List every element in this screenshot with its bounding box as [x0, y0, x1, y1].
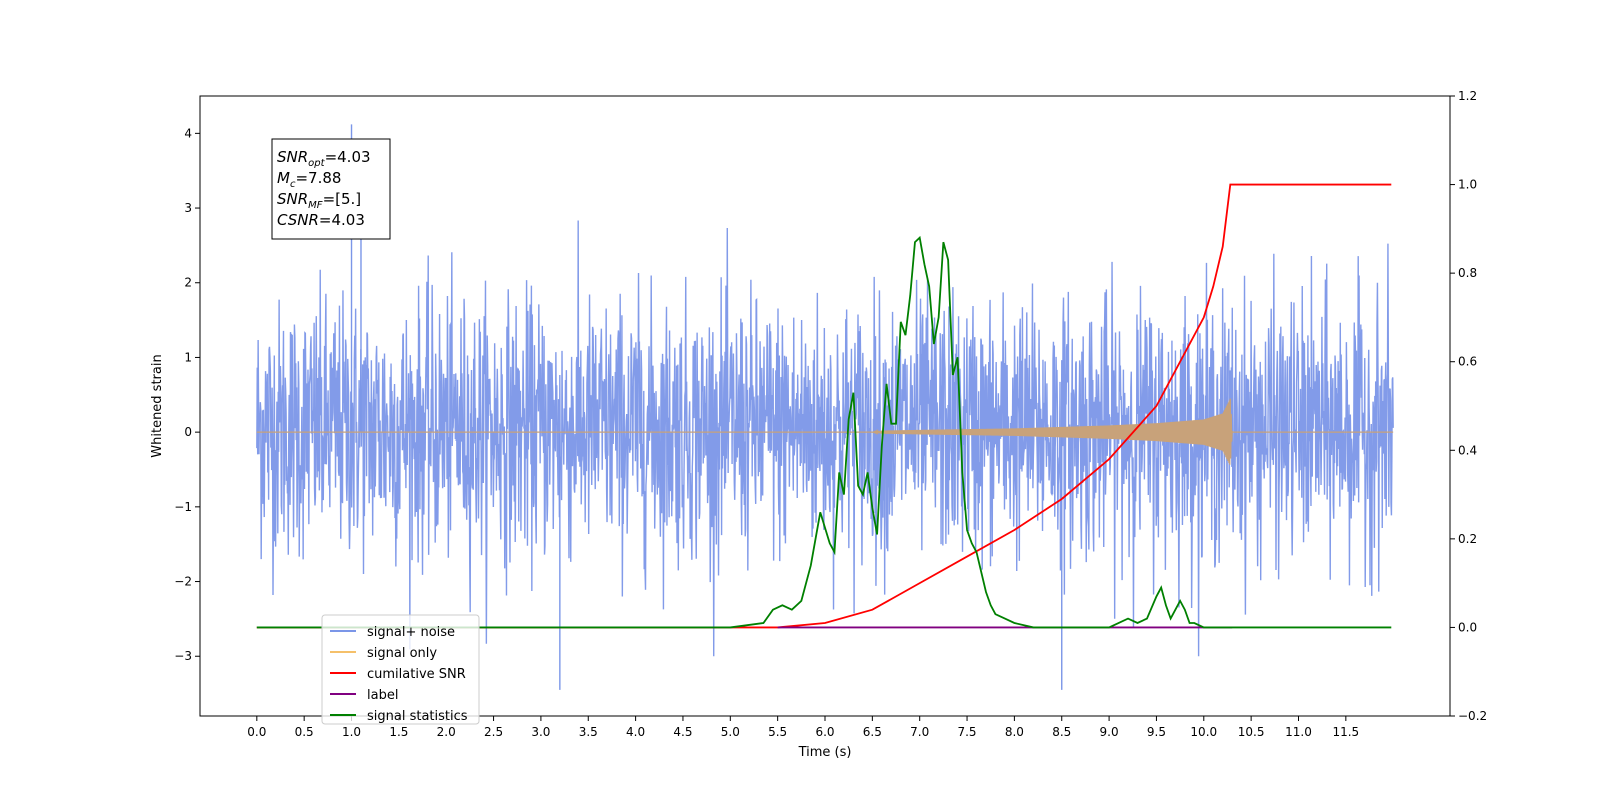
- annotation-line: SNRopt=4.03: [277, 148, 371, 169]
- y-axis-left: −3 −2 −1 0 1 2 3 4: [174, 126, 200, 663]
- x-tick-label: 0.0: [247, 725, 266, 739]
- y2-tick-label: 1.2: [1458, 89, 1477, 103]
- x-tick-label: 8.0: [1005, 725, 1024, 739]
- x-tick-label: 7.5: [957, 725, 976, 739]
- legend-frame: [321, 614, 480, 725]
- y-tick-label: −2: [174, 575, 192, 589]
- y2-tick-label: 0.0: [1458, 620, 1477, 634]
- x-tick-label: 1.0: [342, 725, 361, 739]
- annotation-line: SNRMF=[5.]: [277, 190, 361, 211]
- legend-label: signal only: [367, 646, 437, 661]
- x-tick-label: 3.0: [531, 725, 550, 739]
- x-tick-label: 4.5: [673, 725, 692, 739]
- y-tick-label: 3: [184, 201, 192, 215]
- y-axis-label: Whitened strain: [150, 354, 165, 457]
- legend-label: cumilative SNR: [367, 667, 466, 682]
- series-cumilative-snr: [256, 183, 1392, 629]
- x-tick-label: 3.5: [579, 725, 598, 739]
- x-tick-label: 11.5: [1332, 725, 1359, 739]
- y2-tick-label: 0.2: [1458, 532, 1477, 546]
- x-tick-label: 5.0: [721, 725, 740, 739]
- x-axis-label: Time (s): [798, 745, 852, 760]
- x-tick-label: 4.0: [626, 725, 645, 739]
- legend-label: signal+ noise: [367, 625, 455, 640]
- x-tick-label: 6.0: [815, 725, 834, 739]
- annotation-line: Mc=7.88: [277, 169, 341, 190]
- x-tick-label: 2.0: [437, 725, 456, 739]
- y2-tick-label: 0.6: [1458, 355, 1477, 369]
- series-signal-statistics: [256, 235, 1392, 629]
- x-tick-label: 9.5: [1147, 725, 1166, 739]
- x-tick-label: 10.0: [1190, 725, 1217, 739]
- x-tick-label: 6.5: [863, 725, 882, 739]
- x-axis: 0.0 0.5 1.0 1.5 2.0 2.5 3.0 3.5 4.0 4.5 5.0 5.5 6.0 6…: [247, 716, 1359, 739]
- y2-tick-label: 1.0: [1458, 178, 1477, 192]
- y-tick-label: 0: [184, 425, 192, 439]
- x-tick-label: 7.0: [910, 725, 929, 739]
- x-tick-label: 10.5: [1238, 725, 1265, 739]
- y-axis-right: −0.2 0.0 0.2 0.4 0.6 0.8 1.0 1.2: [1450, 89, 1487, 723]
- x-tick-label: 2.5: [484, 725, 503, 739]
- x-tick-label: 5.5: [768, 725, 787, 739]
- y-tick-label: −3: [174, 649, 192, 663]
- series-signal-only: [256, 398, 1394, 465]
- x-tick-label: 0.5: [295, 725, 314, 739]
- series-layer: [256, 124, 1394, 690]
- plot-area: [256, 124, 1394, 690]
- y2-tick-label: 0.4: [1458, 443, 1477, 457]
- y-tick-label: 2: [184, 276, 192, 290]
- y-tick-label: 4: [184, 126, 192, 140]
- y-tick-label: 1: [184, 350, 192, 364]
- x-tick-label: 1.5: [389, 725, 408, 739]
- y2-tick-label: −0.2: [1458, 709, 1487, 723]
- legend-label: label: [367, 688, 398, 703]
- annotation-line: CSNR=4.03: [277, 211, 365, 229]
- y-tick-label: −1: [174, 500, 192, 514]
- x-tick-label: 11.0: [1285, 725, 1312, 739]
- y2-tick-label: 0.8: [1458, 266, 1477, 280]
- x-tick-label: 9.0: [1100, 725, 1119, 739]
- annotation-frame: [271, 138, 391, 240]
- legend-label: signal statistics: [367, 709, 468, 724]
- x-tick-label: 8.5: [1052, 725, 1071, 739]
- legend: signal+ noise signal only cumilative SNR la…: [321, 614, 480, 725]
